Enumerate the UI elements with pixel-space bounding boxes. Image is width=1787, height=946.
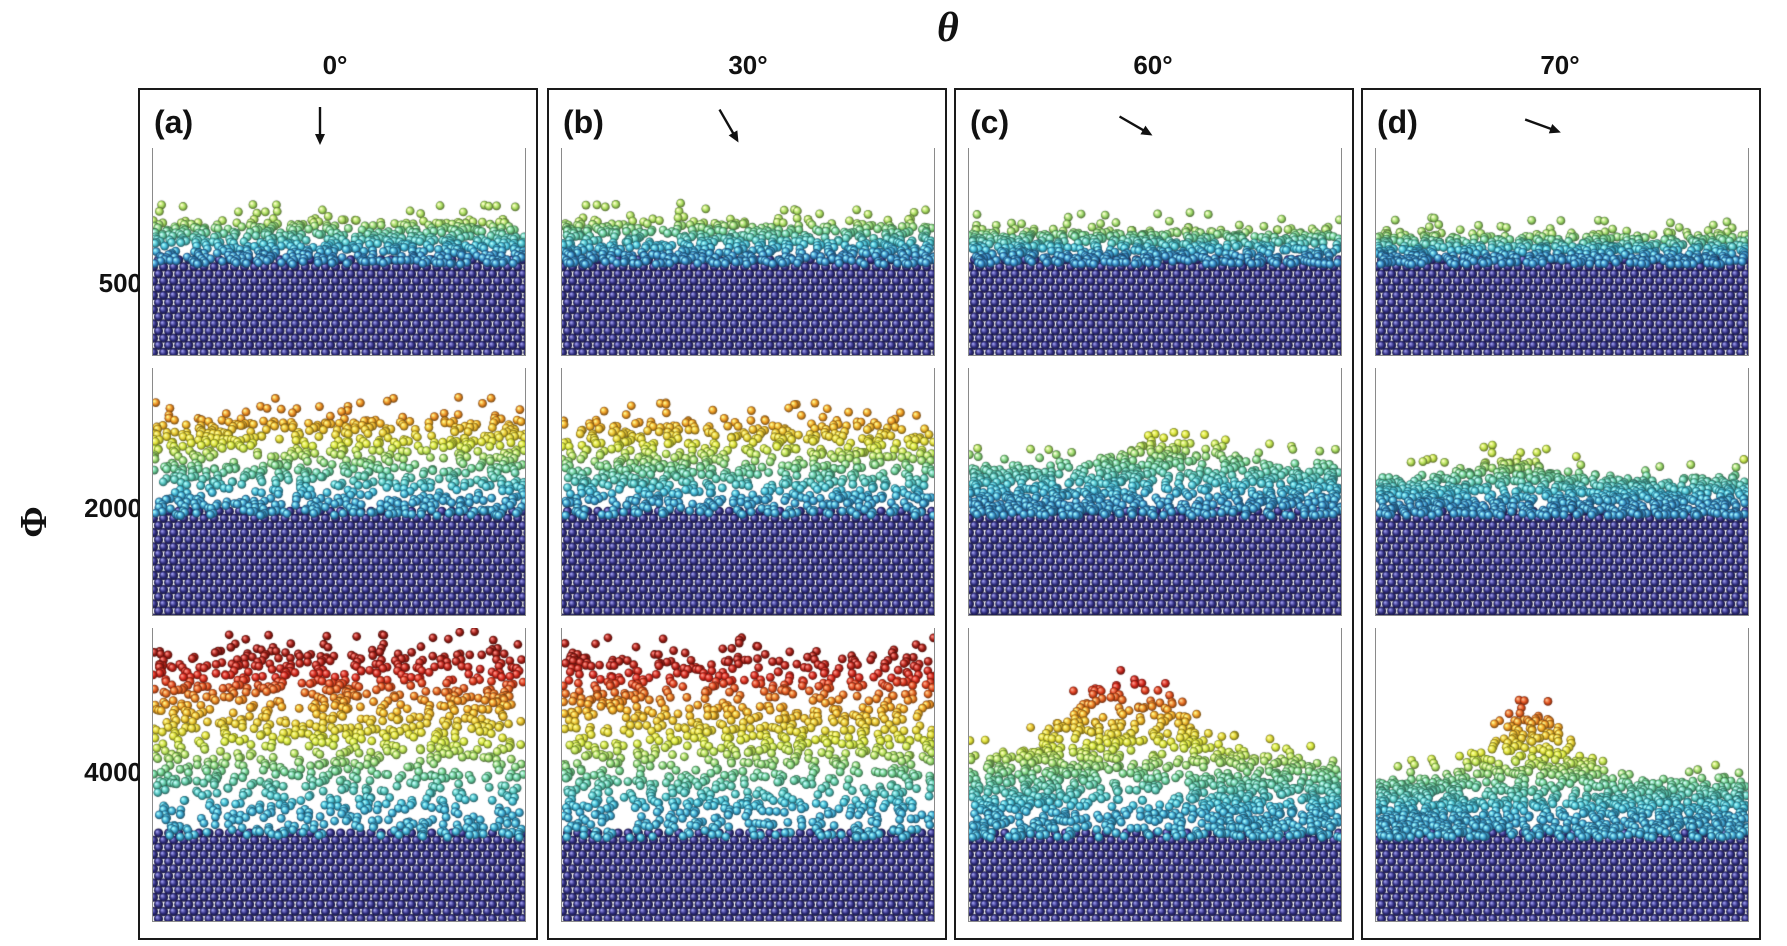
column-heading-30: 30° bbox=[728, 50, 768, 80]
panel-d: (d) bbox=[1361, 88, 1761, 940]
column-axis-label: θ bbox=[937, 5, 959, 51]
column-heading-0: 0° bbox=[322, 50, 348, 80]
simulation-snapshot bbox=[152, 368, 526, 616]
simulation-snapshot bbox=[968, 368, 1342, 616]
column-heading-60: 60° bbox=[1133, 50, 1173, 80]
panel-b: (b) bbox=[547, 88, 947, 940]
incidence-arrow-icon bbox=[290, 100, 350, 152]
panel-label: (d) bbox=[1377, 104, 1418, 140]
row-axis-label: Φ bbox=[12, 506, 55, 538]
simulation-snapshot bbox=[152, 628, 526, 922]
simulation-snapshot bbox=[561, 148, 935, 356]
panel-a: (a) bbox=[138, 88, 538, 940]
simulation-snapshot bbox=[561, 628, 935, 922]
row-label-4000: 4000 bbox=[84, 757, 142, 787]
panel-label: (c) bbox=[970, 104, 1010, 140]
panel-label: (a) bbox=[154, 104, 194, 140]
incidence-arrow-icon bbox=[699, 100, 759, 152]
row-label-500: 500 bbox=[98, 268, 142, 298]
column-heading-70: 70° bbox=[1540, 50, 1580, 80]
simulation-snapshot bbox=[152, 148, 526, 356]
incidence-arrow-icon bbox=[1513, 100, 1573, 152]
row-label-2000: 2000 bbox=[84, 493, 142, 523]
simulation-snapshot bbox=[968, 148, 1342, 356]
simulation-snapshot bbox=[1375, 148, 1749, 356]
simulation-snapshot bbox=[1375, 368, 1749, 616]
incidence-arrow-icon bbox=[1106, 100, 1166, 152]
simulation-snapshot bbox=[1375, 628, 1749, 922]
panel-c: (c) bbox=[954, 88, 1354, 940]
simulation-snapshot bbox=[968, 628, 1342, 922]
panel-label: (b) bbox=[563, 104, 604, 140]
simulation-snapshot bbox=[561, 368, 935, 616]
